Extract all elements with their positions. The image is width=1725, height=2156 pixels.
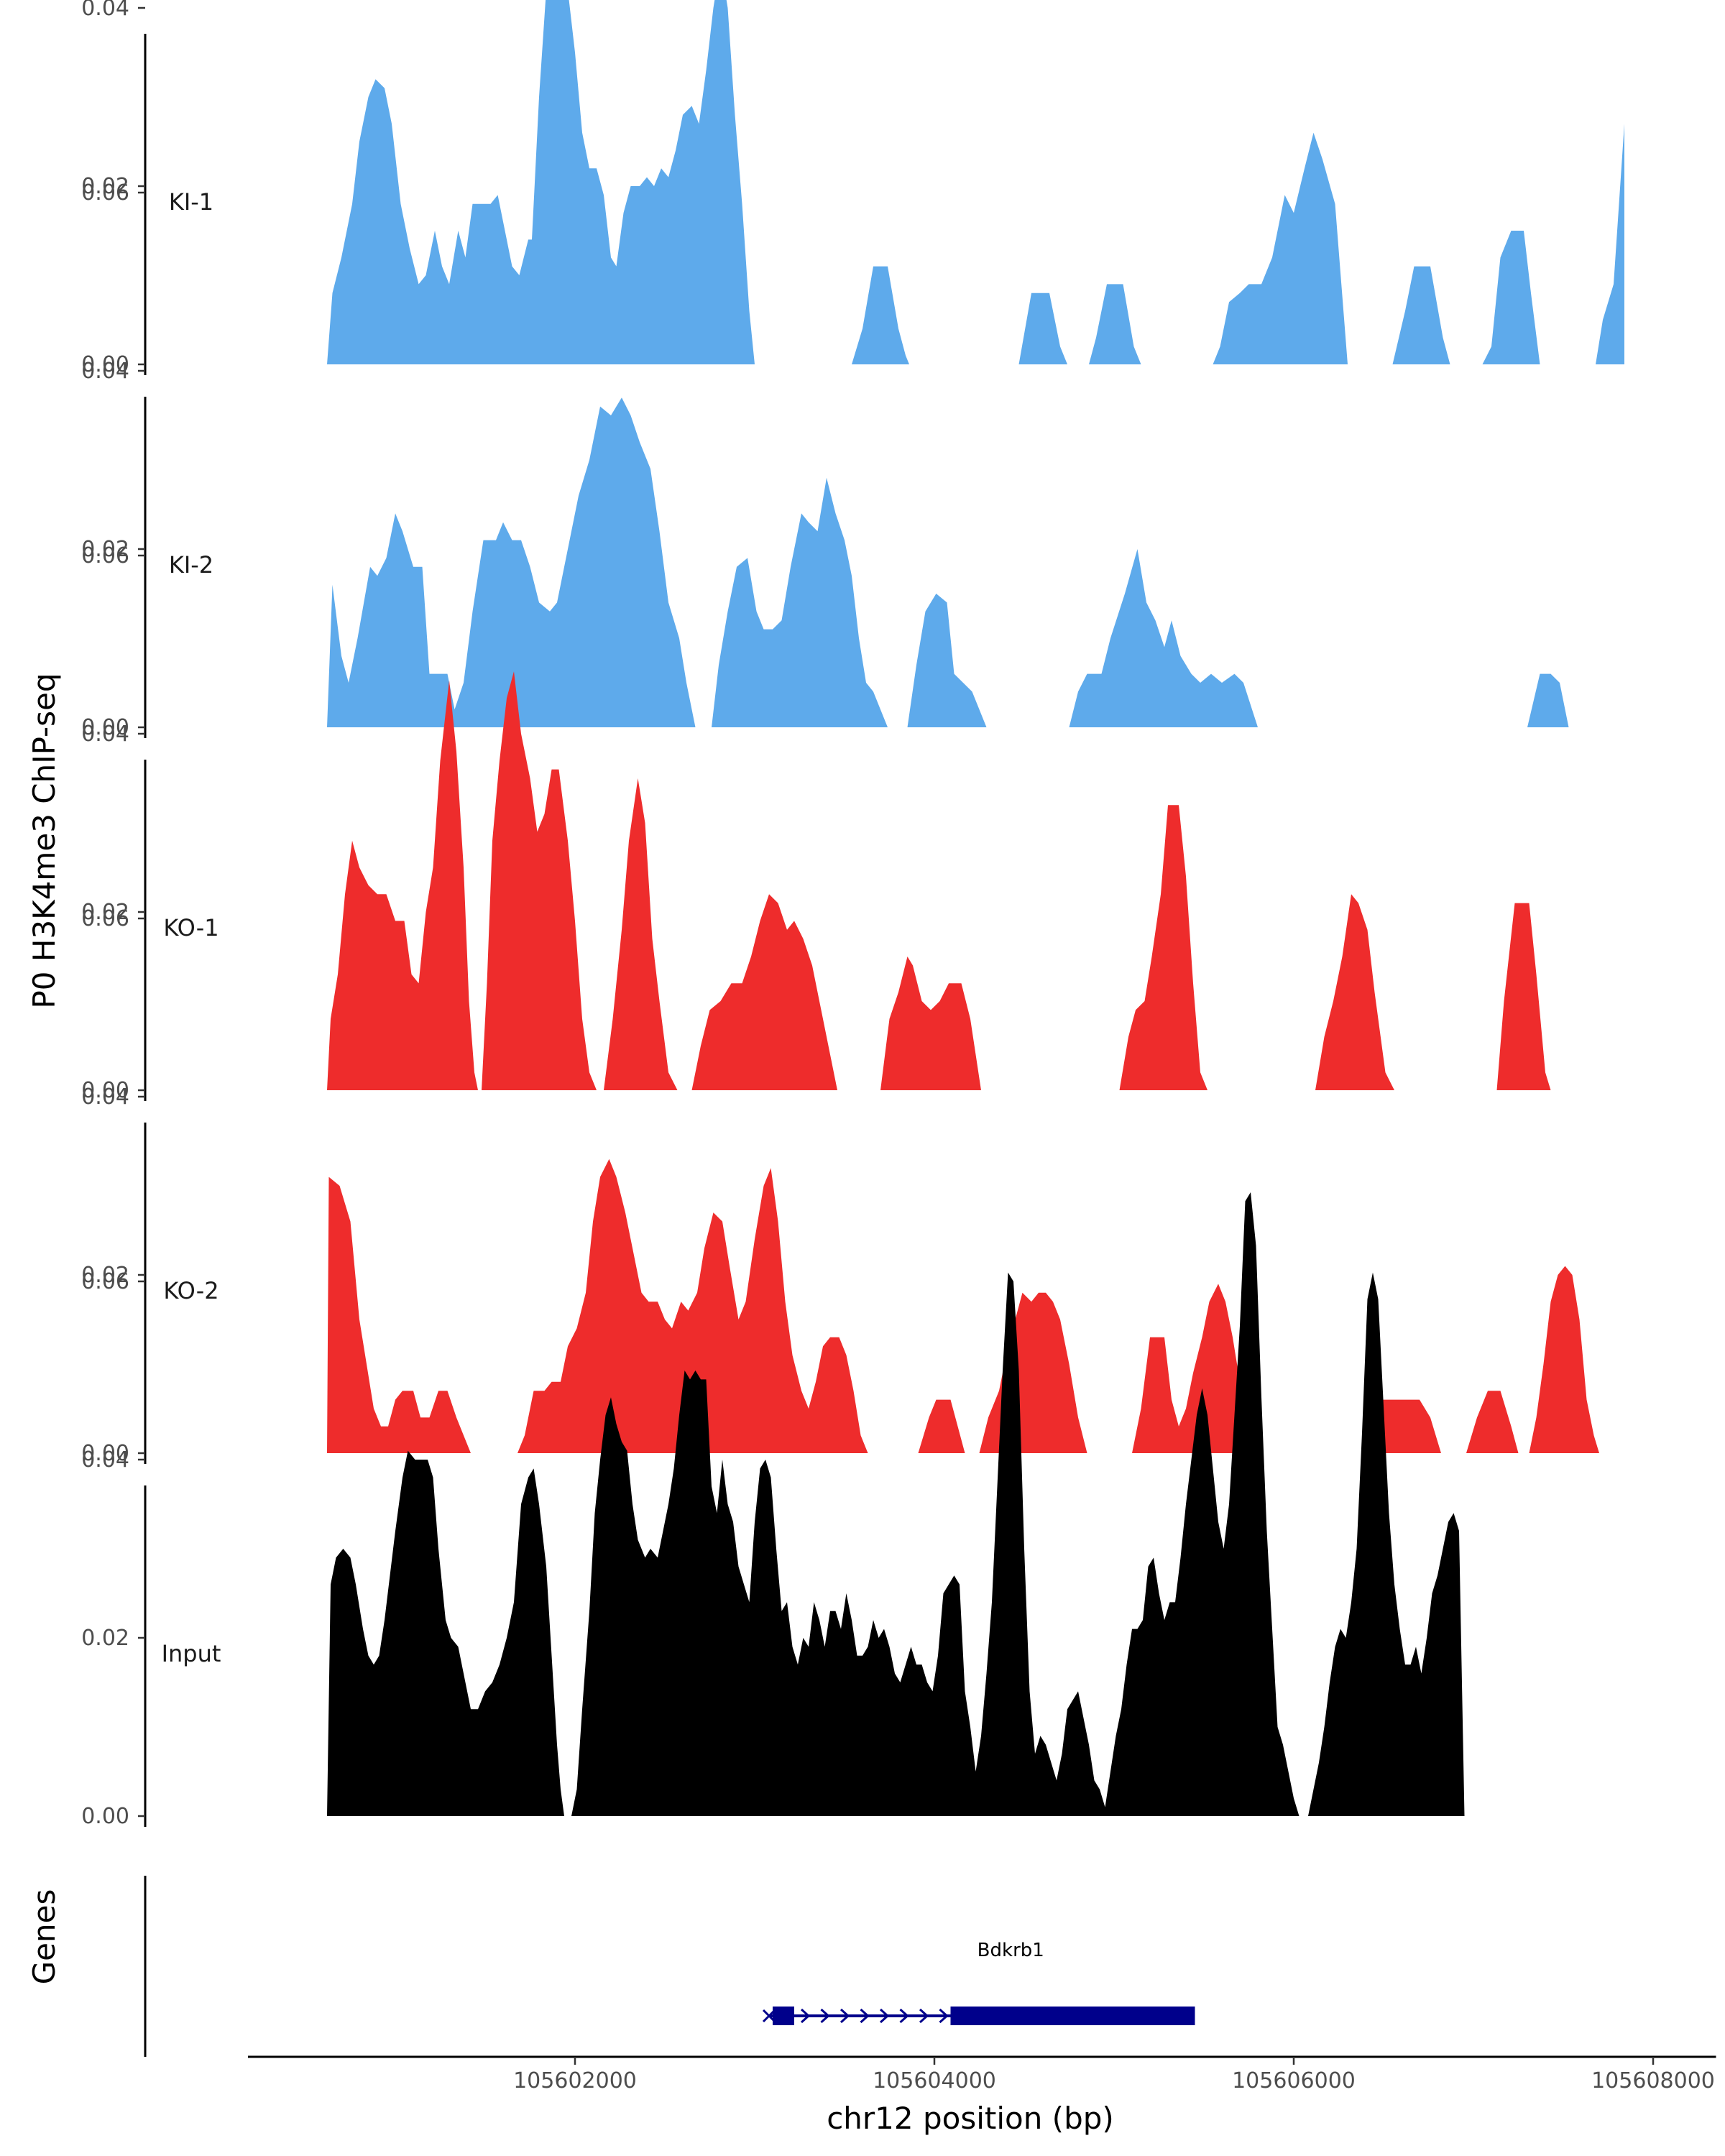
coverage-area [880,957,981,1090]
coverage-area [1392,266,1450,364]
y-tick-label: 0.06 [81,180,129,206]
x-axis-title: chr12 position (bp) [827,2101,1114,2136]
y-tick-label: 0.00 [81,1078,129,1103]
track-ki-1: 0.00 0.02 0.04 0.06 KI-1 [81,0,1624,377]
track-label: KO-1 [163,914,218,941]
y-tick-label: 0.04 [81,1084,129,1110]
track-ko-2: 0.00 0.02 0.04 0.06 KO-2 [81,906,1599,1466]
coverage-area [1069,549,1258,727]
track-input: 0.00 0.02 0.04 0.06 Input [81,1192,1465,1829]
track-label: KI-1 [169,188,213,216]
coverage-area [604,778,678,1090]
x-tick-label: 105608000 [1591,2068,1715,2093]
coverage-area [327,1176,471,1453]
genes-panel: Bdkrb1 [144,1876,1195,2057]
gene-model: Bdkrb1 [762,1940,1195,2025]
coverage-area [918,1399,965,1453]
coverage-area [852,266,909,364]
y-tick-label: 0.04 [81,359,129,384]
y-tick-label: 0.06 [81,1269,129,1294]
x-tick-label: 105604000 [873,2068,996,2093]
x-tick-label: 105602000 [513,2068,637,2093]
coverage-area [1496,903,1551,1090]
coverage-area [1089,284,1141,364]
y-tick-label: 0.04 [81,0,129,21]
y-tick-label: 0.02 [81,900,129,925]
y-tick-label: 0.02 [81,537,129,562]
coverage-area [1529,1266,1599,1453]
y-tick-label: 0.02 [81,1626,129,1651]
y-axis-title: P0 H3K4me3 ChIP-seq [27,673,62,1008]
coverage-area [1308,1272,1465,1816]
coverage-area [482,671,597,1090]
track-ki-2: 0.00 0.02 0.04 0.06 KI-2 [81,180,1569,740]
y-tick-label: 0.04 [81,1447,129,1473]
coverage-area [1132,1284,1254,1453]
y-tick-label: 0.00 [81,1441,129,1466]
y-tick-label: 0.04 [81,722,129,747]
coverage-area [907,594,987,727]
gene-exon [773,2007,794,2025]
strand-arrow [800,2008,811,2024]
gene-exon [950,2007,1195,2025]
y-tick-label: 0.02 [81,174,129,199]
coverage-area [691,894,837,1090]
coverage-area [327,0,755,364]
coverage-area [327,680,478,1090]
coverage-area [327,1450,564,1816]
strand-arrow [939,2008,949,2024]
y-tick-label: 0.06 [81,906,129,931]
track-label: KO-2 [163,1277,218,1304]
coverage-area [327,397,696,727]
coverage-area [1018,292,1067,364]
y-tick-label: 0.06 [81,543,129,568]
strand-arrow [879,2008,890,2024]
strand-arrow [820,2008,830,2024]
coverage-area [571,1192,1300,1816]
gene-name-label: Bdkrb1 [978,1940,1044,1961]
strand-arrow [899,2008,909,2024]
y-tick-label: 0.00 [81,352,129,377]
coverage-area [1315,894,1394,1090]
coverage-area [1213,132,1348,364]
y-tick-label: 0.00 [81,715,129,740]
coverage-area [518,1158,868,1453]
coverage-area [1527,673,1569,727]
strand-arrow [840,2008,850,2024]
y-tick-label: 0.00 [81,1804,129,1829]
x-tick-label: 105606000 [1232,2068,1356,2093]
track-label: KI-2 [169,551,213,579]
coverage-tracks: 0.00 0.02 0.04 0.06 KI-1 0.00 0.02 0.04 0.06 KI-2… [81,0,1624,1829]
genes-axis-title: Genes [27,1889,62,1985]
x-axis: 105602000 105604000 105606000 105608000 [248,2055,1716,2093]
coverage-area [712,477,888,727]
coverage-area [1596,124,1624,364]
coverage-area [1466,1391,1519,1453]
coverage-area [1482,231,1540,364]
strand-arrow [919,2008,929,2024]
coverage-area [1119,805,1208,1090]
track-label: Input [162,1640,221,1667]
strand-arrow [860,2008,870,2024]
y-tick-label: 0.02 [81,1263,129,1288]
track-ko-1: 0.00 0.02 0.04 0.06 KO-1 [81,543,1551,1103]
